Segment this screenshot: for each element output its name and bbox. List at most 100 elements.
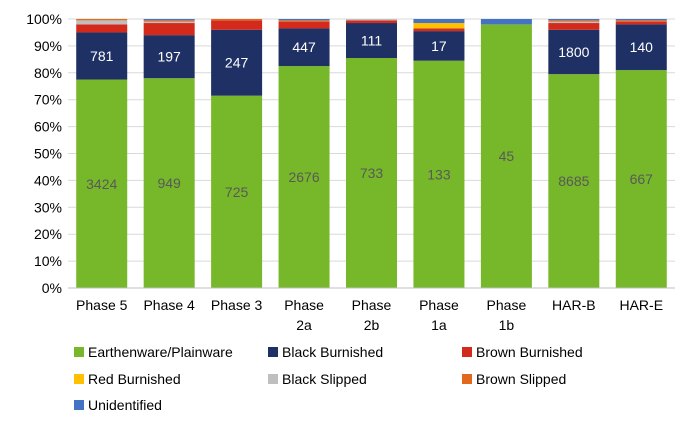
data-label: 667	[630, 171, 654, 187]
bar-segment-brown-slipped	[143, 20, 195, 22]
x-tick-label: Phase	[352, 297, 392, 313]
bar-segment-unidentified	[143, 19, 195, 21]
bar-segment-brown-slipped	[615, 20, 667, 22]
x-tick-label: Phase	[419, 297, 459, 313]
x-tick-label: HAR-E	[619, 297, 663, 313]
x-tick-label: Phase 3	[211, 297, 263, 313]
x-axis: Phase 5 Phase 4 Phase 3 Phase 2a Phase 2b Phase…	[68, 287, 675, 333]
bar-segment-brown-slipped	[278, 20, 330, 22]
bar-segment-earthenware-plainware	[143, 78, 195, 289]
legend-label: Brown Slipped	[476, 371, 566, 387]
bar-segment-unidentified	[615, 19, 667, 21]
y-tick-label: 10%	[34, 253, 62, 269]
bar-segment-brown-burnished	[346, 20, 397, 24]
bar-segment-earthenware-plainware	[615, 70, 667, 288]
data-label: 733	[360, 165, 384, 181]
legend-label: Brown Burnished	[476, 344, 583, 360]
bar-segment-unidentified	[413, 19, 465, 24]
legend-swatch	[74, 374, 84, 384]
y-tick-label: 90%	[34, 38, 62, 54]
legend-swatch	[74, 347, 84, 357]
x-tick-label: 1b	[499, 317, 515, 333]
y-tick-label: 30%	[34, 199, 62, 215]
bar-segment-earthenware-plainware	[76, 79, 128, 289]
bar-segment-brown-burnished	[76, 24, 128, 33]
data-labels: 3424 781 949 197 725 247 2676 447 733 111 133 17 45 8…	[86, 33, 653, 200]
y-tick-label: 40%	[34, 172, 62, 188]
x-tick-label: 1a	[431, 317, 447, 333]
bar-segment-unidentified	[548, 19, 600, 21]
legend-swatch	[268, 347, 278, 357]
y-tick-label: 70%	[34, 92, 62, 108]
bar-segment-black-slipped	[346, 19, 397, 21]
data-label: 247	[225, 55, 249, 71]
y-tick-label: 20%	[34, 226, 62, 242]
bar-segment-black-burnished	[278, 28, 330, 67]
bar-segment-black-slipped	[548, 21, 600, 24]
legend-swatch	[462, 347, 472, 357]
bar-segment-earthenware-plainware	[211, 95, 263, 288]
bar-segment-black-burnished	[615, 24, 667, 71]
x-tick-label: Phase	[284, 297, 324, 313]
data-label: 111	[361, 33, 382, 49]
legend-label: Black Burnished	[282, 344, 383, 360]
bar-segment-brown-slipped	[211, 19, 263, 21]
data-label: 781	[90, 48, 114, 64]
bar-segment-brown-burnished	[211, 20, 263, 30]
y-tick-label: 50%	[34, 146, 62, 162]
bar-segment-black-burnished	[211, 29, 263, 96]
bar-segment-black-burnished	[413, 31, 465, 61]
bar-segment-earthenware-plainware	[413, 60, 465, 288]
data-label: 1800	[558, 44, 589, 60]
bar-segment-earthenware-plainware	[346, 58, 397, 288]
x-tick-label: 2a	[296, 317, 312, 333]
data-label: 133	[427, 166, 451, 182]
bar-segment-brown-burnished	[278, 21, 330, 29]
legend-label: Earthenware/Plainware	[88, 344, 233, 360]
bar-segment-black-burnished	[548, 29, 600, 75]
legend-label: Black Slipped	[282, 371, 367, 387]
y-tick-label: 60%	[34, 119, 62, 135]
legend-swatch	[462, 374, 472, 384]
x-tick-label: Phase 5	[76, 297, 128, 313]
data-label: 8685	[558, 173, 589, 189]
data-label: 197	[157, 49, 181, 65]
bar-segment-black-burnished	[76, 32, 128, 80]
bar-segment-black-burnished	[143, 35, 195, 79]
bar-segment-black-slipped	[76, 20, 128, 25]
y-tick-label: 0%	[42, 280, 62, 296]
data-label: 140	[630, 39, 654, 55]
data-label: 2676	[288, 169, 319, 185]
bar-segment-brown-burnished	[143, 23, 195, 36]
data-label: 447	[292, 39, 316, 55]
x-tick-label: 2b	[364, 317, 380, 333]
legend-swatch	[74, 400, 84, 410]
y-tick-label: 80%	[34, 65, 62, 81]
bar-segment-earthenware-plainware	[548, 74, 600, 289]
x-tick-label: Phase 4	[143, 297, 195, 313]
legend-label: Red Burnished	[88, 371, 181, 387]
data-label: 725	[225, 184, 249, 200]
legend-label: Unidentified	[88, 397, 162, 413]
data-label: 3424	[86, 176, 117, 192]
legend: Earthenware/Plainware Black Burnished Brow…	[74, 344, 583, 413]
x-tick-label: Phase	[487, 297, 527, 313]
bar-segment-brown-burnished	[615, 21, 667, 25]
bar-segment-earthenware-plainware	[480, 24, 532, 288]
bar-segment-unidentified	[278, 19, 330, 21]
bar-segment-unidentified	[480, 19, 532, 25]
bar-segment-red-burnished	[413, 23, 465, 29]
bars	[76, 19, 667, 289]
bar-segment-brown-slipped	[76, 19, 128, 21]
data-label: 949	[157, 175, 181, 191]
bar-segment-brown-burnished	[548, 23, 600, 30]
bar-segment-black-slipped	[143, 21, 195, 24]
y-axis: 0% 10% 20% 30% 40% 50% 60% 70% 80% 90% 100%	[26, 11, 62, 296]
bar-segment-earthenware-plainware	[278, 66, 330, 288]
x-tick-label: HAR-B	[552, 297, 596, 313]
bar-segment-brown-burnished	[413, 28, 465, 32]
bar-segment-black-burnished	[346, 23, 397, 59]
bar-segment-brown-slipped	[548, 20, 600, 22]
